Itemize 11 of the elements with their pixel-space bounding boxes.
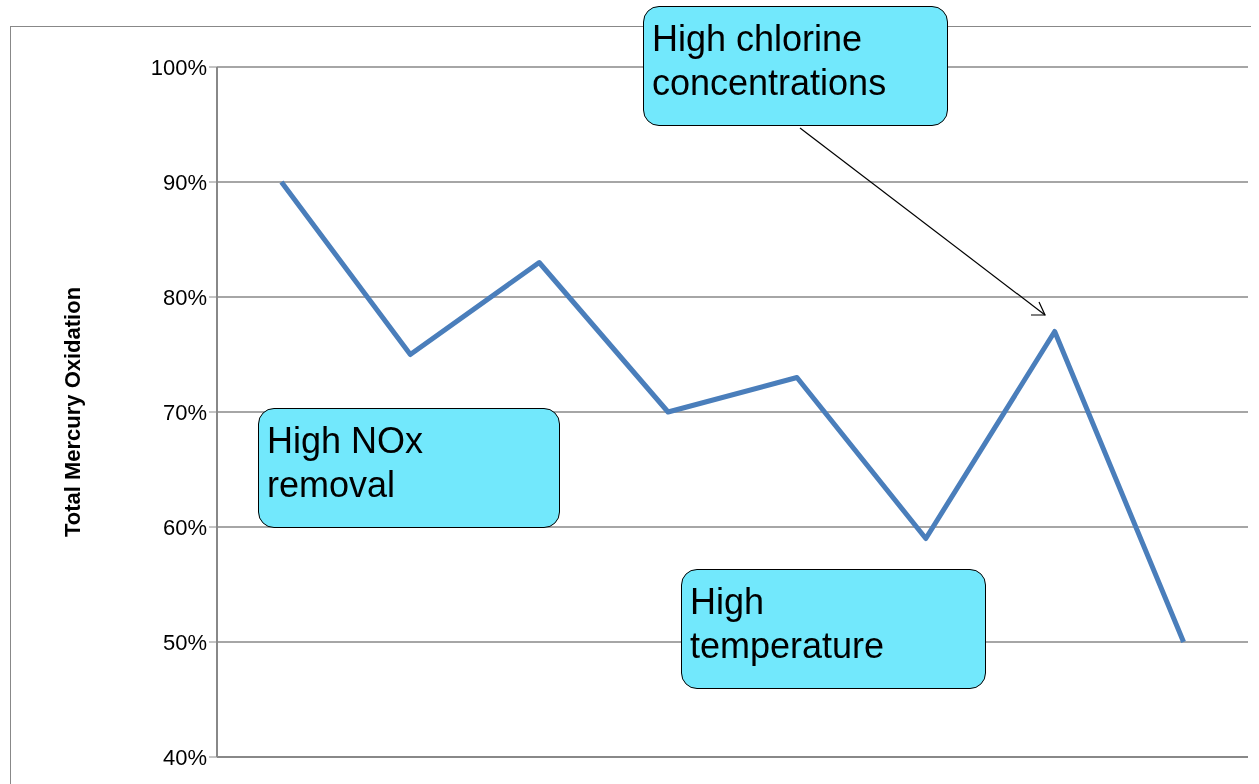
- y-tick-label: 100%: [150, 54, 207, 80]
- y-tick-label: 90%: [162, 169, 207, 195]
- y-tick-label: 50%: [162, 629, 207, 655]
- text-box: High temperature: [681, 569, 986, 689]
- y-tick-label: 40%: [162, 744, 207, 770]
- text-box: High NOx removal: [258, 408, 560, 528]
- y-tick-label: 60%: [162, 514, 207, 540]
- text-box: High chlorine concentrations: [643, 6, 948, 126]
- y-tick-label: 80%: [162, 284, 207, 310]
- y-tick-label: 70%: [162, 399, 207, 425]
- y-axis-title: Total Mercury Oxidation: [59, 286, 85, 538]
